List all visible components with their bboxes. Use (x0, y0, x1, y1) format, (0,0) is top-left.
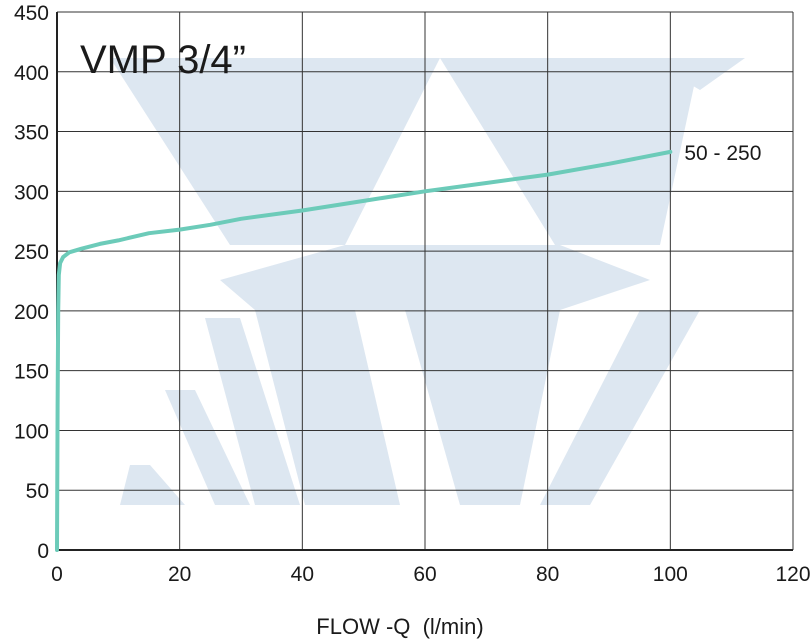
y-tick-label: 200 (14, 301, 49, 324)
y-tick-label: 300 (14, 181, 49, 204)
x-tick-label: 80 (536, 563, 559, 586)
y-tick-label: 250 (14, 241, 49, 264)
chart-title: VMP 3/4” (80, 38, 246, 82)
x-axis-label: FLOW -Q (l/min) (316, 614, 483, 639)
grid (57, 11, 794, 550)
y-tick-label: 50 (26, 480, 49, 503)
x-tick-label: 40 (291, 563, 314, 586)
y-tick-label: 0 (37, 540, 49, 563)
series-group: 50 - 250 (55, 142, 761, 552)
y-tick-label: 400 (14, 62, 49, 85)
x-tick-label: 60 (413, 563, 436, 586)
tick-labels: 0 50 100 150 200 250 300 350 400 450 0 20 40 60 80 100 1… (14, 2, 811, 586)
watermark-logo (110, 58, 745, 505)
x-tick-label: 100 (653, 563, 688, 586)
series-line (55, 149, 673, 552)
series-label: 50 - 250 (684, 142, 761, 165)
x-tick-label: 0 (51, 563, 63, 586)
y-tick-label: 100 (14, 420, 49, 443)
x-tick-label: 20 (168, 563, 191, 586)
y-tick-label: 150 (14, 361, 49, 384)
y-tick-label: 350 (14, 122, 49, 145)
y-tick-label: 450 (14, 2, 49, 25)
x-tick-label: 120 (775, 563, 810, 586)
